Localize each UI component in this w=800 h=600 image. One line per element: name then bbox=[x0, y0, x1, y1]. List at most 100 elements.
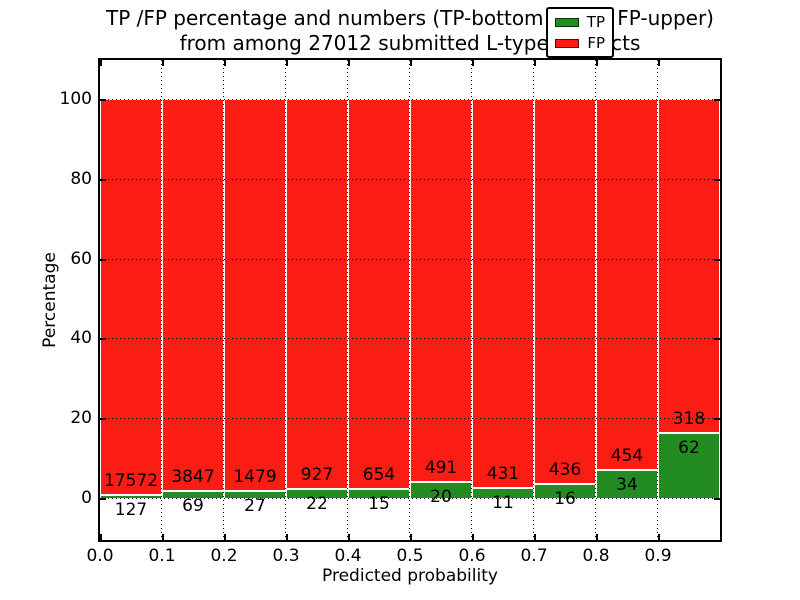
horizontal-gridline bbox=[100, 179, 720, 180]
horizontal-gridline bbox=[100, 259, 720, 260]
x-tick-label: 0.5 bbox=[396, 546, 424, 566]
y-tick-mark bbox=[100, 99, 106, 101]
x-tick-mark bbox=[472, 534, 474, 540]
y-tick-label: 40 bbox=[70, 328, 92, 348]
x-tick-mark bbox=[472, 60, 474, 66]
fp-count-label: 1479 bbox=[233, 467, 277, 487]
y-tick-mark bbox=[714, 418, 720, 420]
x-tick-mark bbox=[596, 60, 598, 66]
fp-bar-segment bbox=[286, 99, 348, 489]
x-tick-mark bbox=[100, 534, 102, 540]
legend-item-tp: TP bbox=[555, 13, 605, 31]
fp-count-label: 431 bbox=[486, 464, 520, 484]
y-tick-mark bbox=[100, 338, 106, 340]
x-tick-label: 0.1 bbox=[148, 546, 176, 566]
vertical-gridline bbox=[223, 60, 224, 540]
y-tick-mark bbox=[100, 179, 106, 181]
x-tick-mark bbox=[100, 60, 102, 66]
x-tick-mark bbox=[162, 60, 164, 66]
chart-title-line2: from among 27012 submitted L-type contac… bbox=[179, 31, 641, 55]
y-tick-label: 100 bbox=[59, 89, 92, 109]
fp-count-label: 436 bbox=[548, 460, 582, 480]
x-tick-label: 0.9 bbox=[644, 546, 672, 566]
vertical-gridline bbox=[285, 60, 286, 540]
fp-count-label: 3847 bbox=[171, 467, 215, 487]
y-tick-mark bbox=[100, 259, 106, 261]
vertical-gridline bbox=[595, 60, 596, 540]
x-tick-mark bbox=[348, 60, 350, 66]
y-tick-label: 60 bbox=[70, 249, 92, 269]
chart-title-line1: TP /FP percentage and numbers (TP-bottom… bbox=[106, 6, 714, 30]
plot-area: 17572 127 3847 69 1479 27 927 22 654 15 491 20 431 11… bbox=[100, 60, 720, 540]
x-tick-label: 0.2 bbox=[210, 546, 238, 566]
x-tick-label: 0.7 bbox=[520, 546, 548, 566]
tp-bar-segment bbox=[596, 470, 658, 498]
x-tick-mark bbox=[534, 60, 536, 66]
x-tick-mark bbox=[224, 534, 226, 540]
tp-legend-label: TP bbox=[586, 13, 605, 31]
tp-count-label: 15 bbox=[368, 494, 390, 514]
fp-bar-segment bbox=[410, 99, 472, 482]
vertical-gridline bbox=[471, 60, 472, 540]
x-tick-label: 0.3 bbox=[272, 546, 300, 566]
horizontal-gridline bbox=[100, 338, 720, 339]
x-tick-label: 0.6 bbox=[458, 546, 486, 566]
fp-bar-segment bbox=[596, 99, 658, 470]
chart-title: TP /FP percentage and numbers (TP-bottom… bbox=[100, 6, 720, 56]
legend: TP FP bbox=[546, 7, 614, 58]
x-tick-mark bbox=[224, 60, 226, 66]
tp-legend-swatch bbox=[555, 17, 579, 27]
x-tick-mark bbox=[658, 60, 660, 66]
x-tick-mark bbox=[162, 534, 164, 540]
fp-bar-segment bbox=[162, 99, 224, 491]
tp-count-label: 16 bbox=[554, 489, 576, 509]
tp-count-label: 69 bbox=[182, 496, 204, 516]
fp-legend-label: FP bbox=[587, 34, 605, 52]
fp-count-label: 927 bbox=[300, 465, 334, 485]
fp-count-label: 17572 bbox=[103, 471, 159, 491]
fp-count-label: 318 bbox=[672, 409, 706, 429]
vertical-gridline bbox=[533, 60, 534, 540]
tp-count-label: 27 bbox=[244, 496, 266, 516]
tp-count-label: 34 bbox=[616, 475, 638, 495]
fp-legend-swatch bbox=[555, 38, 580, 48]
horizontal-gridline bbox=[100, 418, 720, 419]
fp-bar-segment bbox=[534, 99, 596, 484]
x-tick-mark bbox=[596, 534, 598, 540]
x-tick-mark bbox=[348, 534, 350, 540]
x-tick-label: 0.4 bbox=[334, 546, 362, 566]
x-tick-mark bbox=[534, 534, 536, 540]
y-tick-label: 20 bbox=[70, 408, 92, 428]
vertical-gridline bbox=[161, 60, 162, 540]
y-tick-mark bbox=[100, 498, 106, 500]
tp-count-label: 20 bbox=[430, 487, 452, 507]
fp-bar-segment bbox=[658, 99, 720, 433]
tp-count-label: 22 bbox=[306, 494, 328, 514]
fp-count-label: 454 bbox=[610, 446, 644, 466]
y-tick-mark bbox=[714, 338, 720, 340]
y-tick-mark bbox=[100, 418, 106, 420]
y-tick-mark bbox=[714, 179, 720, 181]
y-tick-mark bbox=[714, 498, 720, 500]
tp-bar-segment bbox=[658, 433, 720, 498]
fp-bar-segment bbox=[224, 99, 286, 491]
x-tick-mark bbox=[286, 60, 288, 66]
y-tick-label: 80 bbox=[70, 169, 92, 189]
x-axis-label: Predicted probability bbox=[322, 566, 498, 586]
tp-count-label: 127 bbox=[114, 500, 148, 520]
x-tick-label: 0.8 bbox=[582, 546, 610, 566]
y-tick-label: 0 bbox=[81, 488, 92, 508]
x-tick-mark bbox=[410, 60, 412, 66]
horizontal-gridline bbox=[100, 498, 720, 499]
vertical-gridline bbox=[347, 60, 348, 540]
vertical-gridline bbox=[409, 60, 410, 540]
tp-count-label: 11 bbox=[492, 493, 514, 513]
x-tick-mark bbox=[286, 534, 288, 540]
fp-bar-segment bbox=[348, 99, 410, 489]
tp-count-label: 62 bbox=[678, 438, 700, 458]
fp-bar-segment bbox=[100, 99, 162, 495]
legend-item-fp: FP bbox=[555, 34, 605, 52]
x-tick-mark bbox=[410, 534, 412, 540]
x-tick-label: 0.0 bbox=[86, 546, 114, 566]
fp-count-label: 654 bbox=[362, 465, 396, 485]
